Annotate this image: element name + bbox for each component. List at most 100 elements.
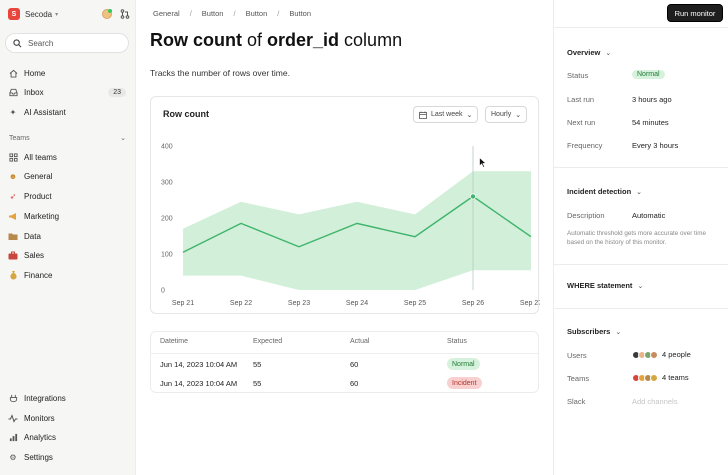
- title-of: of: [242, 30, 268, 50]
- monitor-icon: [8, 413, 18, 423]
- y-tick-label: 100: [161, 252, 173, 259]
- online-dot: [108, 9, 112, 13]
- sidebar-item-label: General: [24, 171, 53, 181]
- y-tick-label: 0: [161, 288, 165, 295]
- chevron-down-icon: ⌄: [637, 282, 644, 290]
- page-title: Row count of order_id column: [150, 30, 402, 51]
- rocket-icon: ➶: [9, 191, 17, 201]
- chart-title: Row count: [163, 109, 209, 119]
- status-label: Status: [567, 71, 589, 80]
- column-header-datetime: Datetime: [160, 338, 189, 345]
- sidebar-item-label: Data: [24, 231, 41, 241]
- megaphone-icon: [8, 211, 18, 221]
- column-header-actual: Actual: [350, 338, 370, 345]
- table-row[interactable]: Jun 14, 2023 10:04 AM 55 60 Incident: [151, 373, 538, 393]
- users-label: Users: [567, 351, 587, 360]
- chart-card: 0 100 200 300 400 Sep 21 Sep 22 Sep 23 Sep 24 Sep…: [150, 96, 540, 314]
- chevron-down-icon: ⌄: [605, 49, 612, 57]
- folder-icon: [8, 231, 18, 241]
- secoda-logo-icon: S: [8, 8, 20, 20]
- sidebar-item-label: Product: [24, 191, 52, 201]
- sidebar-item-general[interactable]: ☻ General: [8, 167, 126, 185]
- breadcrumb-item[interactable]: Button: [201, 9, 224, 18]
- x-tick-label: Sep 23: [288, 300, 310, 307]
- chevron-down-icon: ⌄: [615, 328, 622, 336]
- sidebar-item-sales[interactable]: Sales: [8, 246, 126, 264]
- analytics-icon: [8, 432, 18, 442]
- threshold-note: Automatic threshold gets more accurate o…: [567, 230, 706, 246]
- grid-icon: [8, 152, 18, 162]
- sidebar-item-label: Finance: [24, 270, 53, 280]
- column-header-expected: Expected: [253, 338, 283, 345]
- money-bag-icon: [8, 270, 18, 280]
- sidebar-item-settings[interactable]: ⚙ Settings: [8, 448, 126, 466]
- cell-datetime: Jun 14, 2023 10:04 AM: [160, 379, 238, 388]
- sidebar-item-label: Monitors: [24, 413, 55, 423]
- date-range-dropdown[interactable]: Last week ⌄: [413, 106, 479, 123]
- cell-expected: 55: [253, 360, 262, 369]
- inbox-icon: [8, 87, 18, 97]
- sidebar-item-analytics[interactable]: Analytics: [8, 428, 126, 446]
- status-value: Normal: [632, 70, 665, 79]
- sidebar-item-integrations[interactable]: Integrations: [8, 389, 126, 407]
- user-avatar[interactable]: [102, 9, 112, 19]
- row-count-chart: 0 100 200 300 400 Sep 21 Sep 22 Sep 23 Sep 24 Sep…: [161, 144, 540, 308]
- where-statement-section-header[interactable]: WHERE statement ⌄: [567, 281, 643, 290]
- sidebar-item-ai-assistant[interactable]: ✦ AI Assistant: [8, 103, 126, 121]
- breadcrumb-item[interactable]: Button: [245, 9, 268, 18]
- sidebar-item-data[interactable]: Data: [8, 227, 126, 245]
- gear-icon: ⚙: [9, 452, 17, 462]
- panel-divider: [553, 167, 728, 168]
- search-placeholder: Search: [28, 38, 54, 48]
- overview-section-header[interactable]: Overview ⌄: [567, 48, 611, 57]
- expected-range-band: [183, 171, 531, 290]
- incident-detection-section-header[interactable]: Incident detection ⌄: [567, 187, 642, 196]
- sidebar-item-monitors[interactable]: Monitors: [8, 409, 126, 427]
- workspace-header[interactable]: S Secoda ▾: [8, 6, 130, 22]
- x-tick-label: Sep 22: [230, 300, 252, 307]
- sidebar-item-product[interactable]: ➶ Product: [8, 187, 126, 205]
- breadcrumb-separator: /: [189, 9, 192, 18]
- status-badge: Normal: [447, 358, 480, 370]
- subscribers-section-header[interactable]: Subscribers ⌄: [567, 327, 621, 336]
- granularity-dropdown[interactable]: Hourly ⌄: [485, 106, 528, 123]
- calendar-icon: [419, 111, 427, 119]
- sidebar-item-finance[interactable]: Finance: [8, 266, 126, 284]
- status-badge: Incident: [447, 377, 482, 389]
- monitor-details-panel: [553, 0, 728, 475]
- run-monitor-button[interactable]: Run monitor: [667, 4, 723, 22]
- breadcrumb-item[interactable]: General: [153, 9, 180, 18]
- sidebar-item-inbox[interactable]: Inbox 23: [8, 83, 126, 101]
- search-input[interactable]: Search: [5, 33, 129, 53]
- general-emoji-icon: ☻: [8, 171, 18, 181]
- money-bag-icon: [650, 373, 658, 382]
- sidebar-item-label: Inbox: [24, 87, 44, 97]
- pull-request-icon[interactable]: [120, 9, 130, 19]
- teams-value[interactable]: 4 teams: [632, 373, 689, 382]
- users-value[interactable]: 4 people: [632, 350, 691, 359]
- where-statement-heading: WHERE statement: [567, 281, 633, 290]
- panel-divider: [553, 264, 728, 265]
- next-run-label: Next run: [567, 118, 596, 127]
- status-badge: Normal: [632, 70, 665, 79]
- sidebar-item-label: Analytics: [24, 432, 57, 442]
- frequency-label: Frequency: [567, 141, 603, 150]
- breadcrumb-item[interactable]: Button: [289, 9, 312, 18]
- sidebar-item-marketing[interactable]: Marketing: [8, 207, 126, 225]
- y-tick-label: 200: [161, 216, 173, 223]
- sparkle-icon: ✦: [9, 107, 17, 117]
- chevron-down-icon: ▾: [55, 11, 59, 18]
- x-tick-label: Sep 25: [404, 300, 426, 307]
- cell-datetime: Jun 14, 2023 10:04 AM: [160, 360, 238, 369]
- y-tick-label: 300: [161, 180, 173, 187]
- sidebar-item-all-teams[interactable]: All teams: [8, 148, 126, 166]
- sidebar-item-label: Settings: [24, 452, 53, 462]
- sidebar-item-home[interactable]: Home: [8, 64, 126, 82]
- teams-section-header[interactable]: Teams ⌄: [9, 134, 126, 143]
- sidebar-item-label: Marketing: [24, 211, 60, 221]
- table-row[interactable]: Jun 14, 2023 10:04 AM 55 60 Normal: [151, 353, 538, 373]
- slack-channels-input[interactable]: Add channels: [632, 397, 678, 406]
- home-icon: [8, 68, 18, 78]
- sidebar-item-label: Home: [24, 68, 46, 78]
- avatar: [650, 350, 658, 359]
